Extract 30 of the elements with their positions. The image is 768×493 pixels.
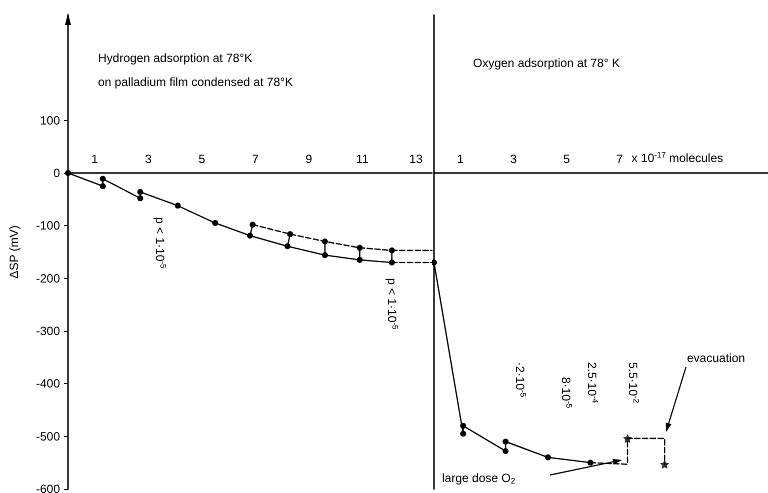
x-tick-label: 11 bbox=[356, 152, 369, 166]
x-tick-label: 7 bbox=[616, 152, 624, 166]
x-tick-label: 3 bbox=[144, 152, 152, 166]
annotation: p < 1·10-5 bbox=[385, 278, 400, 330]
annotation: 5.5·10-2 bbox=[626, 362, 640, 404]
y-tick-label: 100 bbox=[40, 113, 60, 128]
y-tick-label: -300 bbox=[36, 324, 60, 338]
x-tick-label: 1 bbox=[457, 152, 464, 166]
x-tick-label: 5 bbox=[563, 152, 570, 166]
text: Oxygen adsorption at 78° K bbox=[473, 56, 620, 70]
x-tick-label: 7 bbox=[252, 152, 260, 166]
x-tick-label: 9 bbox=[306, 152, 313, 166]
text: Hydrogen adsorption at 78°K bbox=[98, 51, 252, 65]
annotation: evacuation bbox=[687, 351, 746, 365]
y-axis-title: ΔSP (mV) bbox=[7, 225, 21, 279]
x-tick-label: 1 bbox=[91, 152, 98, 166]
x-tick-label: 3 bbox=[510, 152, 518, 166]
y-tick-label: -400 bbox=[36, 376, 60, 391]
y-tick-label: -100 bbox=[36, 218, 60, 233]
annotation: p < 1·10-5 bbox=[153, 217, 168, 270]
text: on palladium film condensed at 78°K bbox=[98, 75, 293, 89]
x-tick-label: 5 bbox=[198, 152, 206, 166]
y-tick-label: -500 bbox=[36, 429, 60, 444]
y-tick-label: 0 bbox=[53, 166, 60, 180]
y-tick-label: -600 bbox=[36, 482, 60, 493]
annotation: 2.5·10-4 bbox=[585, 362, 600, 404]
x-tick-label: 13 bbox=[409, 152, 423, 166]
annotation: 8·10-5 bbox=[559, 377, 574, 409]
y-tick-label: -200 bbox=[36, 271, 60, 286]
annotation: ·2·10-5 bbox=[513, 362, 528, 398]
